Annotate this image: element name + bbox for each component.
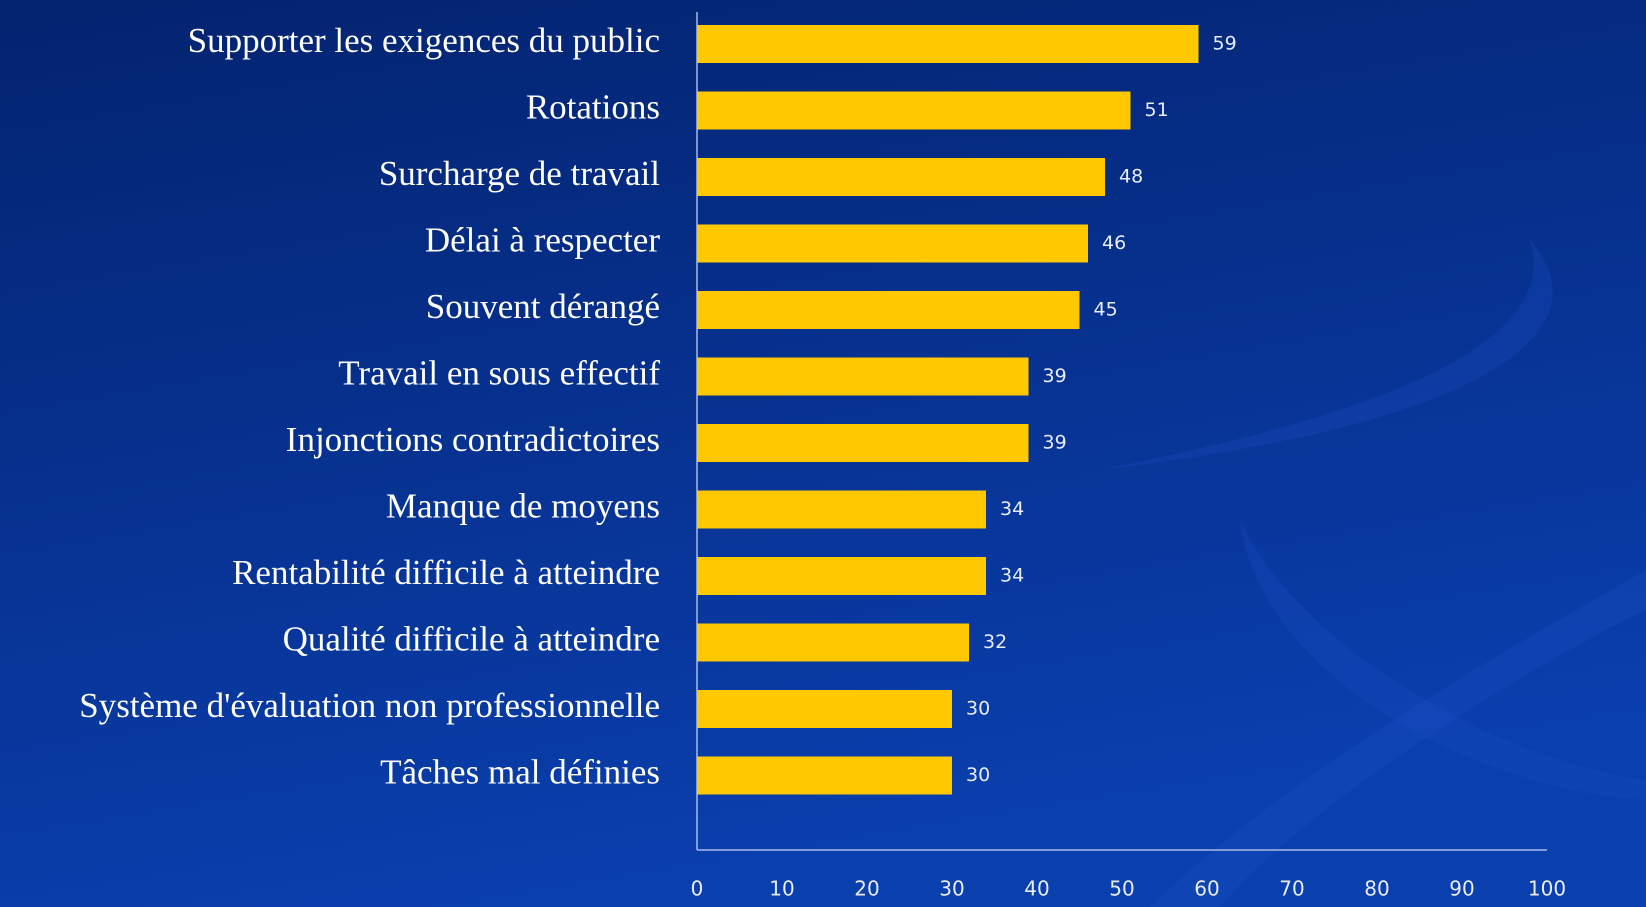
value-label: 30 xyxy=(966,764,990,786)
value-label: 34 xyxy=(1000,498,1024,520)
bar xyxy=(697,690,952,728)
value-label: 48 xyxy=(1119,166,1143,188)
bar xyxy=(697,756,952,795)
value-label: 32 xyxy=(983,631,1007,653)
x-tick-label: 90 xyxy=(1449,877,1474,901)
category-label: Délai à respecter xyxy=(425,221,660,260)
decoration xyxy=(1100,240,1553,470)
category-label: Rentabilité difficile à atteindre xyxy=(232,553,660,592)
bar xyxy=(697,424,1029,462)
bar xyxy=(697,291,1080,329)
x-tick-label: 50 xyxy=(1109,877,1134,901)
category-label: Manque de moyens xyxy=(386,487,660,526)
value-label: 39 xyxy=(1043,365,1067,387)
value-label: 39 xyxy=(1043,432,1067,454)
bar xyxy=(697,224,1088,263)
category-label: Injonctions contradictoires xyxy=(286,420,660,459)
bar xyxy=(697,357,1029,396)
decoration xyxy=(1150,570,1646,907)
value-label: 34 xyxy=(1000,565,1024,587)
x-tick-label: 100 xyxy=(1528,877,1566,901)
bar xyxy=(697,623,969,662)
category-label: Qualité difficile à atteindre xyxy=(283,620,660,659)
category-label: Souvent dérangé xyxy=(426,287,660,326)
category-label: Supporter les exigences du public xyxy=(188,21,660,60)
x-tick-label: 60 xyxy=(1194,877,1219,901)
x-tick-label: 80 xyxy=(1364,877,1389,901)
x-tick-label: 40 xyxy=(1024,877,1049,901)
category-label: Surcharge de travail xyxy=(379,154,660,193)
bar xyxy=(697,490,986,529)
value-label: 30 xyxy=(966,698,990,720)
category-label: Système d'évaluation non professionnelle xyxy=(79,686,660,725)
value-label: 59 xyxy=(1213,33,1237,55)
value-label: 51 xyxy=(1145,99,1169,121)
bar xyxy=(697,25,1199,63)
x-tick-label: 10 xyxy=(769,877,794,901)
value-label: 46 xyxy=(1102,232,1126,254)
category-label: Travail en sous effectif xyxy=(338,354,660,393)
x-tick-label: 70 xyxy=(1279,877,1304,901)
x-tick-label: 30 xyxy=(939,877,964,901)
decoration xyxy=(1240,520,1646,800)
x-tick-label: 0 xyxy=(691,877,704,901)
category-label: Rotations xyxy=(526,88,660,127)
bar xyxy=(697,557,986,595)
x-tick-label: 20 xyxy=(854,877,879,901)
bar xyxy=(697,158,1105,196)
bar xyxy=(697,91,1131,130)
value-label: 45 xyxy=(1094,299,1118,321)
category-label: Tâches mal définies xyxy=(380,753,660,792)
